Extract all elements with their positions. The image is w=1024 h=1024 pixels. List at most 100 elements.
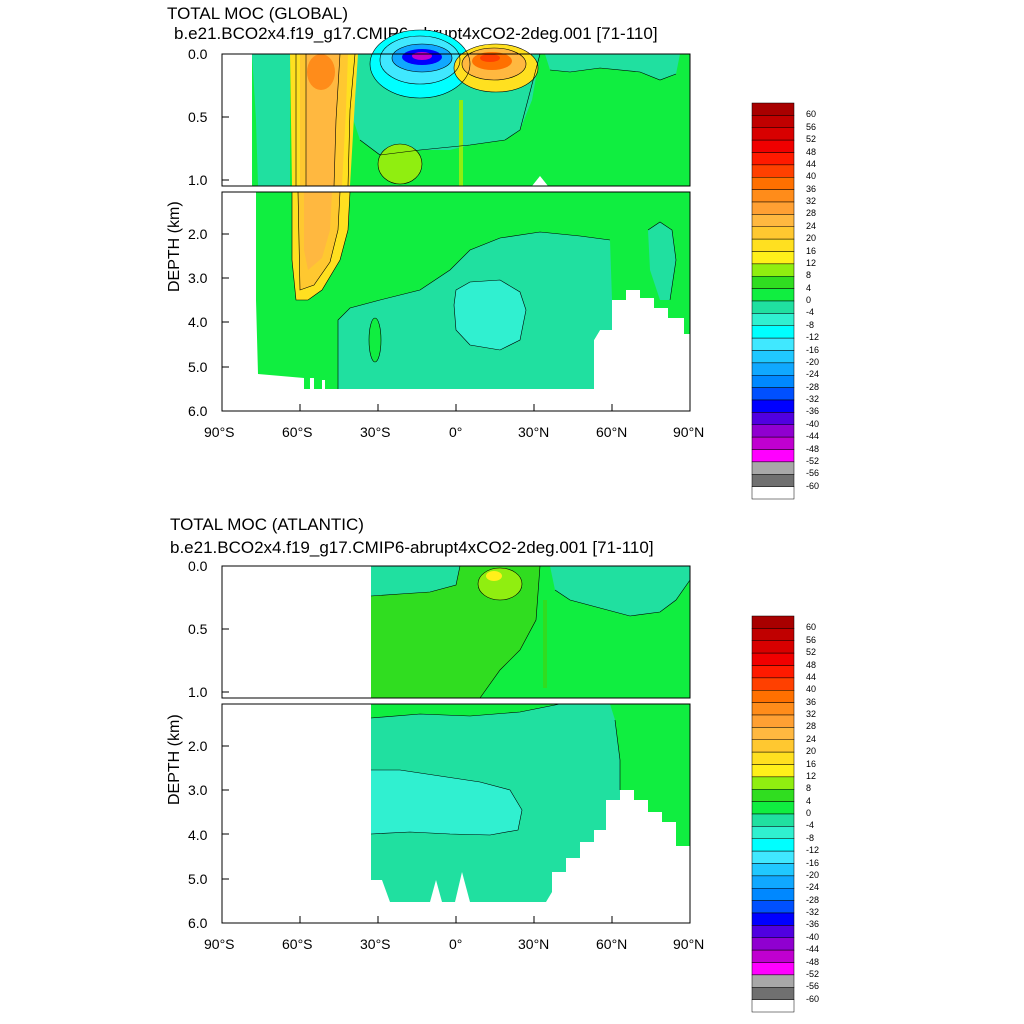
atlantic-ytick-7: 6.0	[188, 915, 208, 931]
colorbar-atlantic-swatch	[751, 999, 795, 1013]
global-upper-frame	[221, 53, 691, 187]
colorbar-global-swatch	[751, 399, 795, 413]
colorbar-global-label: -12	[806, 332, 820, 343]
colorbar-global-label: -16	[806, 344, 820, 355]
colorbar-atlantic-swatch	[751, 615, 795, 629]
global-xtick-4: 30°N	[518, 424, 550, 440]
atlantic-upper-cyan-s	[371, 566, 460, 596]
colorbar-atlantic-label: 12	[806, 770, 817, 781]
colorbar-global-label: 60	[806, 109, 817, 120]
colorbar-global-label: 8	[806, 270, 812, 281]
colorbar-atlantic-label: -60	[806, 993, 820, 1004]
colorbar-atlantic-swatch	[751, 764, 795, 778]
colorbar-global-swatch	[751, 350, 795, 364]
atlantic-ytick-6: 5.0	[188, 871, 208, 887]
colorbar-atlantic-label: 56	[806, 634, 817, 645]
colorbar-atlantic-swatch	[751, 826, 795, 839]
global-upper-eq-strip	[459, 100, 463, 186]
colorbar-global-swatch	[751, 375, 795, 388]
colorbar-atlantic-label: 8	[806, 783, 812, 794]
global-xtick-0: 90°S	[204, 424, 235, 440]
colorbar-atlantic-label: 36	[806, 696, 817, 707]
global-lower-field	[256, 191, 690, 389]
colorbar-global-swatch	[751, 263, 795, 277]
atlantic-upper-core	[486, 571, 502, 581]
global-upper-nt-core	[480, 54, 500, 62]
atlantic-ytick-2: 1.0	[188, 684, 208, 700]
colorbar-atlantic-swatch	[751, 702, 795, 716]
global-ytick-6: 5.0	[188, 359, 208, 375]
colorbar-atlantic-label: 48	[806, 659, 817, 670]
colorbar-atlantic-label: -20	[806, 869, 820, 880]
global-xtick-3: 0°	[449, 424, 463, 440]
colorbar-atlantic-label: 28	[806, 721, 817, 732]
colorbar-atlantic-swatch	[751, 813, 795, 827]
colorbar-atlantic-swatch	[751, 751, 795, 765]
colorbar-atlantic-label: -44	[806, 944, 820, 955]
colorbar-global-swatch	[751, 300, 795, 314]
global-lower-land-1	[310, 378, 314, 389]
global-xtick-1: 60°S	[282, 424, 313, 440]
atlantic-xtick-0: 90°S	[204, 936, 235, 952]
colorbar-atlantic-swatch	[751, 640, 795, 654]
global-upper-s-cyan	[252, 54, 290, 186]
atlantic-upper-frame	[221, 565, 691, 699]
colorbar-atlantic-label: 4	[806, 795, 812, 806]
colorbar-global-swatch	[751, 288, 795, 302]
global-xtick-5: 60°N	[596, 424, 628, 440]
colorbar-atlantic-swatch	[751, 912, 795, 926]
colorbar-global-swatch	[751, 127, 795, 141]
colorbar-atlantic-swatch	[751, 789, 795, 802]
colorbar-atlantic-swatch	[751, 801, 795, 815]
global-upper-land	[532, 176, 548, 186]
colorbar-global-swatch	[751, 177, 795, 190]
atlantic-lower-core	[371, 770, 522, 835]
colorbar-global-swatch	[751, 337, 795, 351]
colorbar-global-label: -52	[806, 455, 820, 466]
colorbar-global-label: 48	[806, 146, 817, 157]
colorbar-global-swatch	[751, 461, 795, 475]
colorbar-atlantic-swatch	[751, 665, 795, 679]
atlantic-lower-green-n	[610, 704, 690, 846]
colorbar-global-label: -40	[806, 418, 820, 429]
atlantic-ytick-5: 4.0	[188, 827, 208, 843]
colorbar-global-swatch	[751, 164, 795, 178]
global-upper-so-core	[307, 54, 335, 90]
colorbar-atlantic	[751, 615, 795, 1013]
colorbar-atlantic-swatch	[751, 850, 795, 864]
colorbar-atlantic-swatch	[751, 949, 795, 963]
colorbar-global-swatch	[751, 276, 795, 289]
atlantic-xtick-5: 60°N	[596, 936, 628, 952]
colorbar-atlantic-swatch	[751, 739, 795, 753]
colorbar-global-swatch	[751, 201, 795, 215]
colorbar-atlantic-label: -4	[806, 820, 815, 831]
global-lower-land-2	[322, 380, 325, 389]
colorbar-atlantic-label: 52	[806, 647, 817, 658]
global-ytick-5: 4.0	[188, 314, 208, 330]
global-axis-ticks	[221, 53, 691, 411]
colorbar-global-label: -20	[806, 356, 820, 367]
colorbar-atlantic-swatch	[751, 974, 795, 988]
colorbar-global-swatch	[751, 436, 795, 450]
colorbar-global-label: -56	[806, 468, 820, 479]
colorbar-global-label: 0	[806, 295, 812, 305]
global-upper-st-core	[412, 52, 432, 60]
global-lower-abyss-core	[454, 280, 526, 350]
colorbar-atlantic-label: 60	[806, 622, 817, 633]
atlantic-ytick-0: 0.0	[188, 558, 208, 574]
colorbar-global-label: 32	[806, 196, 817, 206]
colorbar-global-swatch	[751, 449, 795, 463]
colorbar-atlantic-label: 0	[806, 808, 812, 818]
colorbar-global-label: 40	[806, 171, 817, 182]
colorbar-global-label: 16	[806, 245, 817, 256]
colorbar-global-swatch	[751, 362, 795, 376]
colorbar-atlantic-swatch	[751, 863, 795, 877]
atlantic-lower-field	[370, 703, 690, 902]
global-title: TOTAL MOC (GLOBAL)	[167, 4, 349, 23]
colorbar-global-label: -48	[806, 443, 820, 454]
global-ytick-3: 2.0	[188, 226, 208, 242]
atlantic-ytick-3: 2.0	[188, 738, 208, 754]
colorbar-global-swatch	[751, 139, 795, 153]
atlantic-xtick-1: 60°S	[282, 936, 313, 952]
